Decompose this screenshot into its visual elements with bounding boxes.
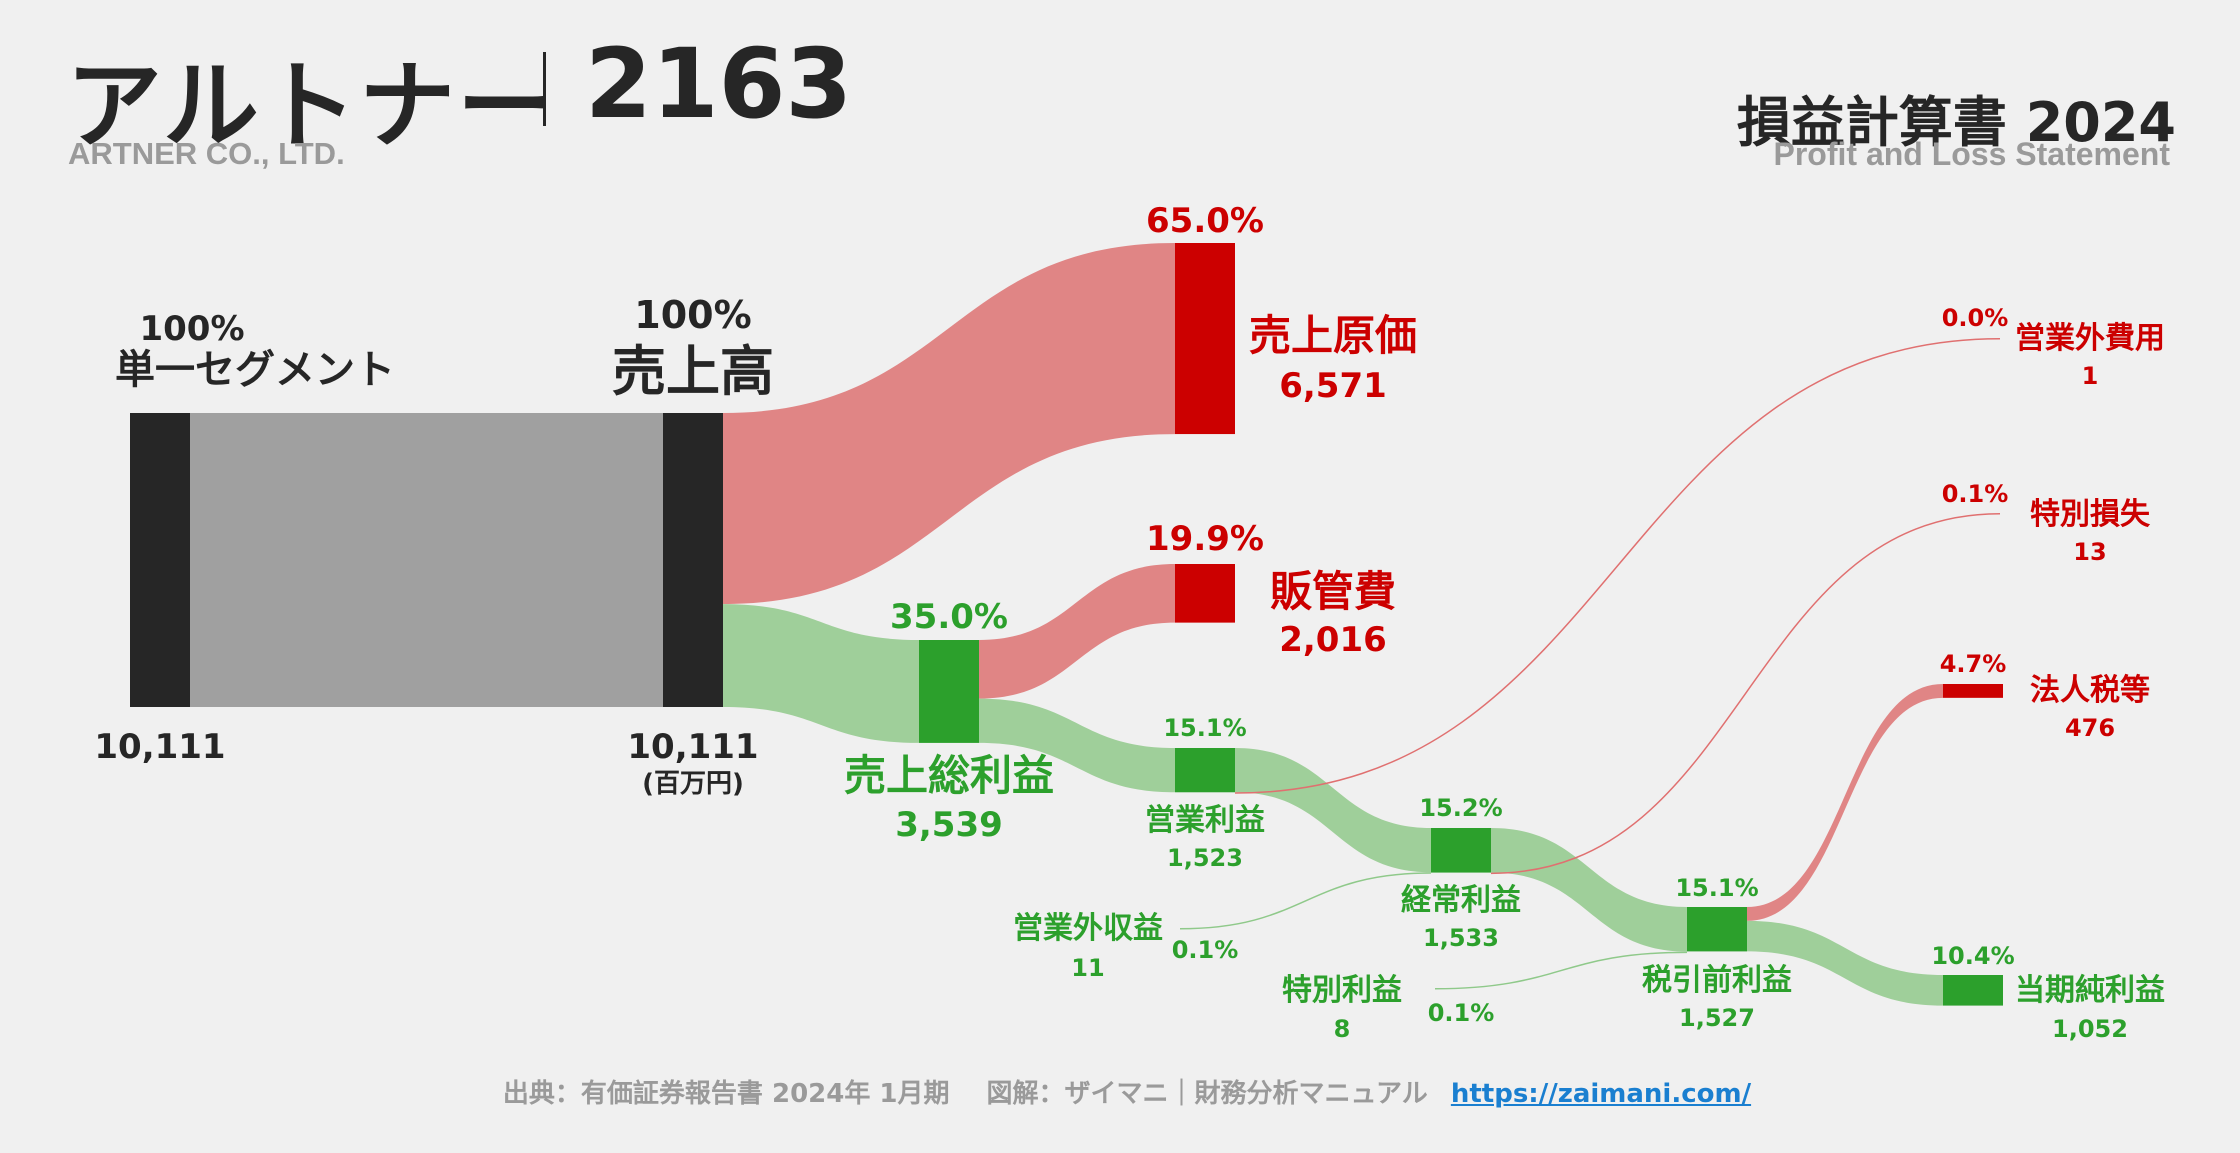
- node-label-pretax: 税引前利益: [1642, 963, 1792, 998]
- sankey-node-segment: [130, 413, 190, 707]
- pct-label-pretax: 15.1%: [1675, 874, 1758, 902]
- node-label-ordinary: 経常利益: [1401, 883, 1521, 918]
- pct-label-ext-loss: 0.1%: [1942, 480, 2009, 508]
- sankey-node-pretax: [1687, 907, 1747, 952]
- credit-note: 図解：ザイマニ｜財務分析マニュアル: [986, 1079, 1428, 1109]
- node-label-ext-gain: 特別利益: [1282, 973, 1402, 1008]
- sankey-link-nonop_inc-ordinary: [1179, 872, 1432, 930]
- value-label-tax: 476: [2065, 714, 2115, 742]
- site-link[interactable]: https://zaimani.com/: [1450, 1079, 1752, 1109]
- sankey-node-tax: [1943, 684, 2003, 698]
- value-label-ext-gain: 8: [1334, 1015, 1351, 1043]
- node-label-op: 営業利益: [1145, 803, 1265, 838]
- sankey-node-sga: [1175, 564, 1235, 623]
- stock-code: 2163: [585, 28, 853, 140]
- node-label-segment: 単一セグメント: [115, 347, 395, 393]
- value-label-op: 1,523: [1167, 844, 1243, 872]
- pct-label-cogs: 65.0%: [1146, 201, 1264, 241]
- value-label-revenue: 10,111: [627, 727, 758, 767]
- value-label-pretax: 1,527: [1679, 1004, 1755, 1032]
- sankey-node-gross: [919, 640, 979, 743]
- pct-label-segment: 100%: [139, 309, 244, 349]
- sankey-link-revenue-gross: [723, 604, 919, 743]
- pct-label-tax: 4.7%: [1940, 650, 2007, 678]
- value-label-segment: 10,111: [94, 727, 225, 767]
- sankey-node-cogs: [1175, 243, 1235, 435]
- company-name-en: ARTNER CO., LTD.: [68, 136, 345, 171]
- sankey-link-revenue-cogs: [723, 243, 1175, 605]
- sankey-links: [190, 243, 2001, 1006]
- node-label-tax: 法人税等: [2030, 673, 2150, 708]
- value-label-sga: 2,016: [1279, 620, 1387, 660]
- pct-label-sga: 19.9%: [1146, 519, 1264, 559]
- title-divider: [543, 52, 546, 126]
- sankey-link-gross-sga: [979, 564, 1175, 699]
- sankey-link-pretax-tax: [1747, 684, 1943, 921]
- sankey-link-op-ordinary: [1235, 748, 1431, 873]
- node-label-gross: 売上総利益: [844, 751, 1054, 800]
- pct-label-net: 10.4%: [1931, 942, 2014, 970]
- value-label-nonop-inc: 11: [1071, 954, 1104, 982]
- value-label-cogs: 6,571: [1279, 366, 1387, 406]
- node-label-nonop-exp: 営業外費用: [2015, 321, 2165, 356]
- pct-label-op: 15.1%: [1163, 714, 1246, 742]
- sankey-nodes: [130, 243, 2003, 1006]
- sankey-node-net: [1943, 975, 2003, 1006]
- sankey-node-op: [1175, 748, 1235, 793]
- value-label-ordinary: 1,533: [1423, 924, 1499, 952]
- sankey-link-ordinary-pretax: [1491, 828, 1687, 952]
- sankey-link-ordinary-ext_loss: [1490, 513, 2001, 875]
- node-label-revenue: 売上高: [612, 340, 774, 403]
- value-label-net: 1,052: [2052, 1015, 2128, 1043]
- sankey-labels: 100%単一セグメント10,111100%売上高10,111(百万円)65.0%…: [94, 201, 2165, 1043]
- pct-label-gross: 35.0%: [890, 597, 1008, 637]
- sankey-node-ordinary: [1431, 828, 1491, 873]
- pct-label-nonop-exp: 0.0%: [1942, 304, 2009, 332]
- unit-label: (百万円): [642, 769, 744, 799]
- sankey-link-pretax-net: [1747, 920, 1943, 1006]
- node-label-net: 当期純利益: [2015, 973, 2165, 1008]
- company-name: アルトナー: [66, 50, 556, 162]
- statement-title: 損益計算書 2024: [1736, 91, 2176, 154]
- sankey-node-revenue: [663, 413, 723, 707]
- sankey-link-gross-op: [979, 698, 1175, 793]
- value-label-gross: 3,539: [895, 805, 1003, 845]
- source-note: 出典：有価証券報告書 2024年 1月期: [502, 1079, 950, 1109]
- statement-subtitle: Profit and Loss Statement: [1773, 136, 2171, 172]
- node-label-ext-loss: 特別損失: [2030, 497, 2151, 532]
- footer: 出典：有価証券報告書 2024年 1月期 図解：ザイマニ｜財務分析マニュアル h…: [0, 1073, 2240, 1110]
- node-label-nonop-inc: 営業外収益: [1013, 911, 1163, 946]
- pct-label-revenue: 100%: [634, 293, 751, 337]
- pct-label-ordinary: 15.2%: [1419, 794, 1502, 822]
- pct-label-ext-gain: 0.1%: [1428, 999, 1495, 1027]
- sankey-link-ext_gain-pretax: [1434, 951, 1688, 990]
- value-label-ext-loss: 13: [2073, 538, 2106, 566]
- pct-label-nonop-inc: 0.1%: [1172, 936, 1239, 964]
- value-label-nonop-exp: 1: [2082, 362, 2099, 390]
- sankey-link-op-nonop_exp: [1234, 338, 2001, 794]
- sankey-link-segment-revenue: [190, 413, 663, 707]
- node-label-sga: 販管費: [1270, 567, 1396, 616]
- node-label-cogs: 売上原価: [1249, 311, 1417, 360]
